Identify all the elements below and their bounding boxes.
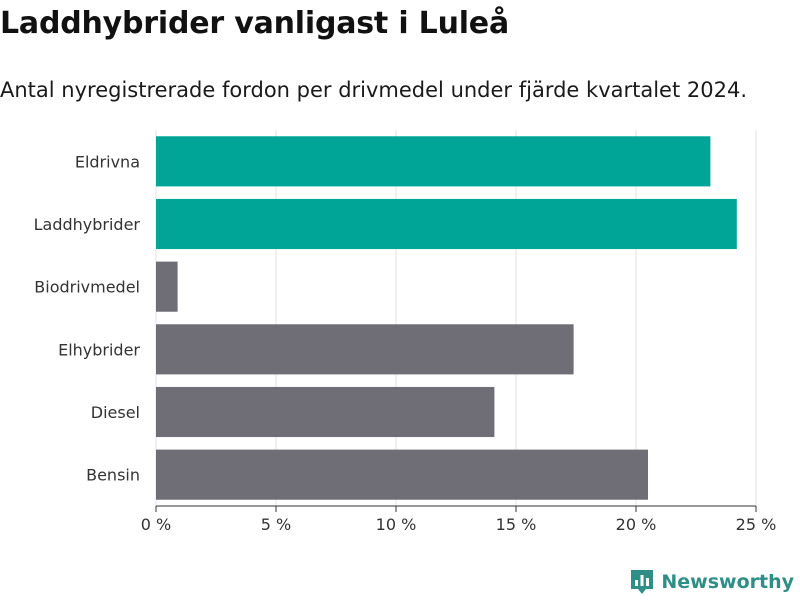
bar-chart-speech-bubble-icon — [631, 570, 654, 594]
chart-title: Laddhybrider vanligast i Luleå — [0, 6, 509, 41]
brand-logo: Newsworthy — [629, 568, 794, 596]
x-tick-label: 15 % — [496, 515, 537, 534]
bar-biodrivmedel — [156, 261, 178, 312]
bar-bensin — [156, 449, 648, 500]
category-label: Bensin — [86, 466, 140, 485]
bar-diesel — [156, 386, 495, 438]
category-label: Laddhybrider — [34, 215, 141, 234]
chart-subtitle: Antal nyregistrerade fordon per drivmede… — [0, 78, 748, 102]
x-axis: 0 % 5 % 10 % 15 % 20 % 25 % — [141, 505, 777, 534]
x-tick-label: 5 % — [261, 515, 291, 534]
category-label: Elhybrider — [58, 340, 140, 359]
gridlines — [155, 130, 757, 506]
bars — [156, 136, 737, 500]
brand-name: Newsworthy — [661, 571, 794, 593]
category-label: Biodrivmedel — [34, 278, 140, 297]
bar-eldrivna — [156, 136, 711, 187]
category-label: Diesel — [91, 403, 140, 422]
category-labels: Eldrivna Laddhybrider Biodrivmedel Elhybrid… — [34, 152, 141, 484]
x-tick-label: 20 % — [616, 515, 657, 534]
category-label: Eldrivna — [75, 152, 140, 171]
bar-elhybrider — [156, 324, 574, 375]
bar-laddhybrider — [156, 198, 737, 250]
x-tick-label: 0 % — [141, 515, 171, 534]
x-tick-label: 25 % — [736, 515, 777, 534]
bar-chart: Eldrivna Laddhybrider Biodrivmedel Elhybrid… — [34, 130, 777, 534]
x-tick-label: 10 % — [376, 515, 417, 534]
